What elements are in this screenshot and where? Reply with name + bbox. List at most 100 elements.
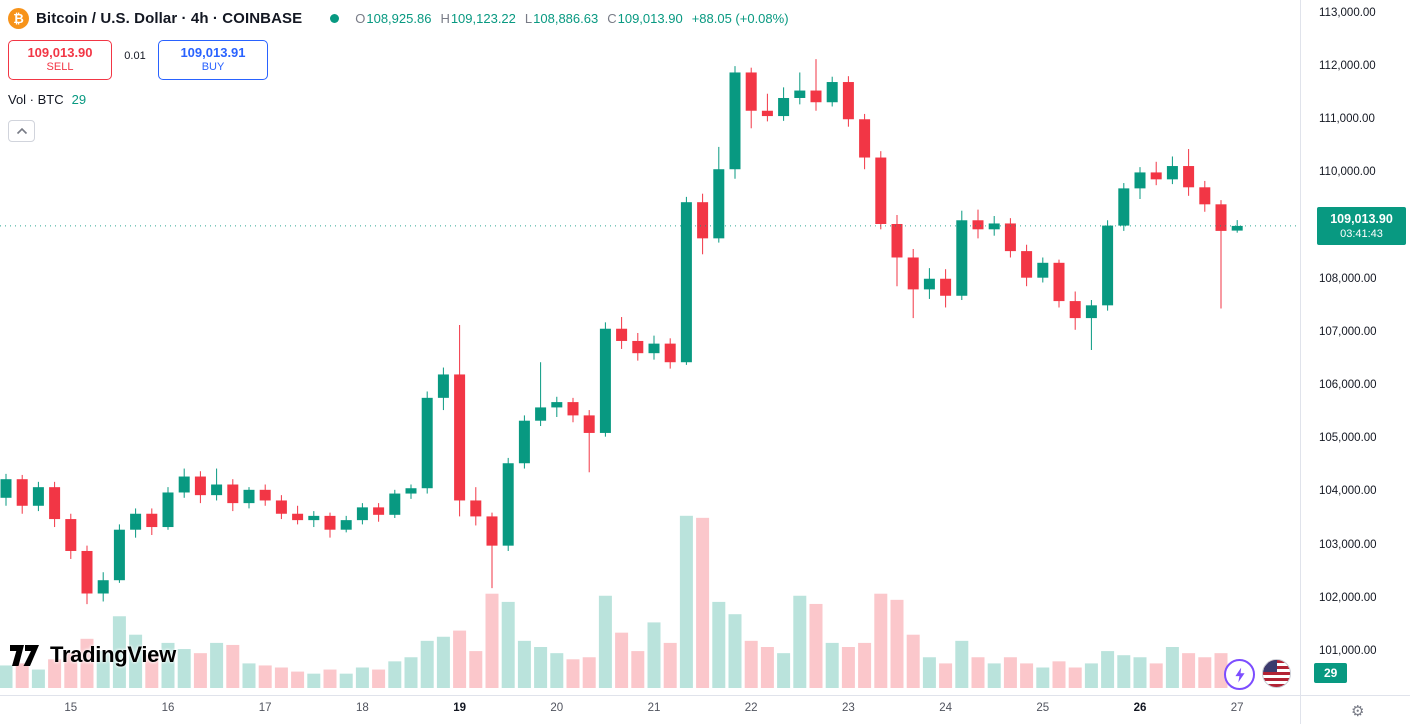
volume-bar <box>420 640 434 688</box>
volume-bar <box>291 671 305 688</box>
spread-value: 0.01 <box>124 50 146 62</box>
chart-legend: ₿ Bitcoin / U.S. Dollar · 4h · COINBASE … <box>8 8 789 29</box>
time-axis-label: 17 <box>258 702 272 714</box>
volume-bar <box>922 657 936 688</box>
candle-body <box>389 493 401 515</box>
time-axis-label: 23 <box>841 702 855 714</box>
volume-bar <box>1165 647 1179 688</box>
volume-bar <box>1149 663 1163 688</box>
candle-body <box>891 223 903 258</box>
candle-body <box>875 157 887 224</box>
symbol-title[interactable]: Bitcoin / U.S. Dollar · 4h · COINBASE <box>36 10 303 27</box>
volume-bar <box>874 593 888 688</box>
lightning-badge[interactable] <box>1224 659 1255 690</box>
candle-body <box>243 489 255 504</box>
volume-bar <box>890 599 904 688</box>
candle-body <box>907 257 919 290</box>
price-axis-label: 101,000.00 <box>1319 644 1377 657</box>
volume-bar <box>615 632 629 688</box>
sell-button[interactable]: 109,013.90 SELL <box>8 40 112 80</box>
candle-body <box>259 489 271 501</box>
volume-bar <box>1036 667 1050 688</box>
price-axis-label: 112,000.00 <box>1319 60 1376 73</box>
price-axis[interactable]: 113,000.00 112,000.00 111,000.00 110,000.00… <box>1300 0 1410 695</box>
market-status-dot[interactable] <box>330 14 340 23</box>
price-axis-label: 105,000.00 <box>1319 432 1377 445</box>
buy-label: BUY <box>201 61 225 74</box>
volume-bar <box>793 595 807 688</box>
volume-bar <box>80 638 94 688</box>
candle-body <box>1183 166 1195 188</box>
candle-body <box>632 340 644 354</box>
candle-body <box>1231 225 1243 231</box>
volume-bar <box>939 663 953 688</box>
us-flag-badge[interactable] <box>1262 659 1291 688</box>
candle-body <box>616 328 628 341</box>
candle-series <box>0 59 1243 605</box>
candle-body <box>664 343 676 363</box>
candle-body <box>842 82 854 120</box>
candle-body <box>32 487 44 506</box>
buy-price: 109,013.91 <box>180 45 246 60</box>
candle-body <box>729 72 741 170</box>
volume-bar <box>307 673 321 688</box>
candle-body <box>648 343 660 354</box>
volume-bar <box>987 663 1001 688</box>
candle-body <box>1102 225 1114 306</box>
candle-body <box>146 513 158 528</box>
tradingview-logo-text: TradingView <box>50 642 176 667</box>
candle-body <box>97 580 109 594</box>
volume-bar <box>501 601 515 688</box>
volume-bar <box>631 651 645 688</box>
open-value: O108,925.86 <box>355 11 432 26</box>
volume-bar <box>258 665 272 688</box>
candle-body <box>1199 187 1211 205</box>
candle-body <box>859 119 871 158</box>
volume-bar <box>1101 651 1115 688</box>
scales-settings-icon[interactable]: ⚙ <box>1351 701 1365 720</box>
candle-body <box>470 500 482 517</box>
volume-bar <box>129 634 143 688</box>
candle-body <box>49 487 61 520</box>
volume-bar <box>64 653 78 688</box>
time-axis-label: 18 <box>355 702 369 714</box>
candle-body <box>178 476 190 493</box>
candle-body <box>405 488 417 494</box>
candle-body <box>1118 188 1130 226</box>
candle-countdown: 03:41:43 <box>1340 227 1383 240</box>
candle-body <box>308 515 320 521</box>
candle-body <box>81 550 93 594</box>
tradingview-mark-icon <box>10 645 39 666</box>
candle-body <box>745 72 757 111</box>
chevron-up-icon <box>16 127 27 135</box>
candle-body <box>194 476 206 496</box>
candle-body <box>130 513 142 530</box>
time-axis[interactable]: 15 16 17 18 19 20 21 22 23 24 25 26 27 <box>0 695 1300 724</box>
volume-bar <box>760 647 774 688</box>
time-axis-label: 21 <box>647 702 661 714</box>
volume-bar <box>31 669 45 688</box>
candlestick-chart[interactable] <box>0 0 1300 695</box>
candle-body <box>518 420 530 464</box>
legend-collapse-button[interactable] <box>8 120 35 142</box>
volume-bar <box>372 669 386 688</box>
volume-bar <box>825 642 839 688</box>
price-axis-label: 102,000.00 <box>1319 591 1377 604</box>
volume-bar <box>582 657 596 688</box>
volume-bar <box>469 651 483 688</box>
candle-body <box>1004 223 1016 252</box>
chart-pane[interactable]: ₿ Bitcoin / U.S. Dollar · 4h · COINBASE … <box>0 0 1300 695</box>
candle-body <box>535 407 547 421</box>
tradingview-logo[interactable]: TradingView <box>10 640 176 670</box>
volume-bar <box>1133 657 1147 688</box>
candle-body <box>551 402 563 408</box>
ohlc-values: O108,925.86 H109,123.22 L108,886.63 C109… <box>355 11 788 26</box>
volume-bar <box>1084 663 1098 688</box>
time-axis-label: 26 <box>1133 702 1147 714</box>
volume-bar <box>48 659 62 688</box>
volume-bar <box>242 663 256 688</box>
buy-button[interactable]: 109,013.91 BUY <box>158 40 268 80</box>
price-axis-label: 113,000.00 <box>1319 6 1376 19</box>
current-price: 109,013.90 <box>1330 211 1393 226</box>
